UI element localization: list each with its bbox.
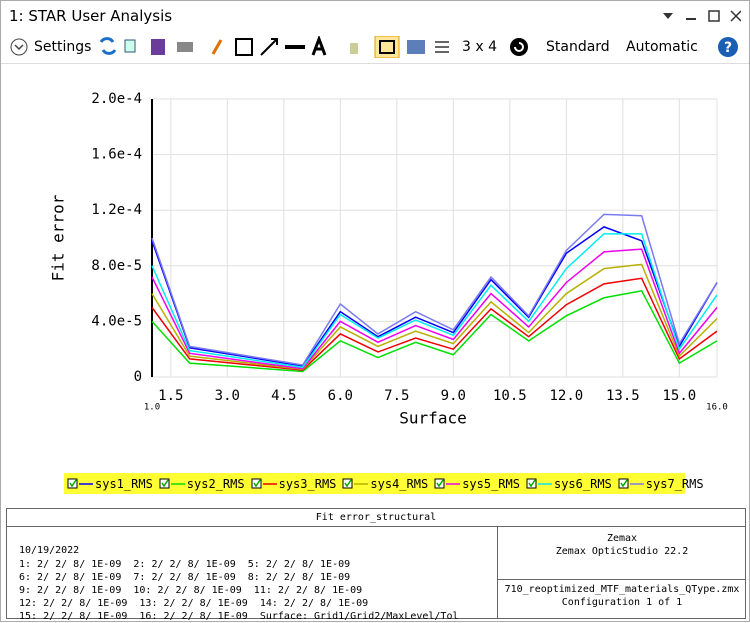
legend-label: sys2_RMS (186, 476, 245, 491)
window-controls[interactable] (661, 9, 741, 23)
checkbox (618, 478, 629, 488)
series-line (151, 277, 718, 371)
checkbox (67, 478, 78, 488)
checkbox (342, 478, 353, 488)
series-line (151, 248, 718, 370)
checkbox (526, 478, 537, 488)
y-tick-label: 0 (134, 369, 142, 385)
y-tick-label: 1.6e-4 (91, 147, 142, 163)
chart: Surface Fit error 0 4.0e-5 8.0e-5 1.2e-4 1.6… (49, 91, 728, 428)
settings-icon[interactable] (9, 37, 29, 57)
legend-label: sys5_RMS (462, 476, 520, 491)
checkbox (159, 478, 170, 488)
info-panel: Fit error_structural 10/19/2022 1: 2/ 2/… (6, 508, 746, 622)
x-tick-label: 1.0 (144, 403, 160, 413)
legend-label: sys6_RMS (553, 476, 612, 491)
x-tick-label: 6.0 (328, 388, 353, 404)
info-line: 6: 2/ 2/ 8/ 1E-09 7: 2/ 2/ 8/ 1E-09 8: 2… (19, 572, 351, 583)
legend-item[interactable]: sys6_RMS (526, 477, 612, 491)
y-tick-label: 2.0e-4 (91, 91, 142, 107)
scale-dropdown[interactable]: Automatic (626, 39, 698, 55)
info-line: 12: 2/ 2/ 8/ 1E-09 13: 2/ 2/ 8/ 1E-09 14… (19, 598, 369, 609)
legend-swatch (342, 478, 369, 488)
legend-item[interactable]: sys7_RMS (618, 477, 704, 491)
info-line: 15: 2/ 2/ 8/ 1E-09 16: 2/ 2/ 8/ 1E-09 Su… (19, 611, 459, 622)
x-tick-label: 10.5 (493, 388, 527, 404)
refresh-icon[interactable] (509, 37, 529, 57)
info-line: 1: 2/ 2/ 8/ 1E-09 2: 2/ 2/ 8/ 1E-09 5: 2… (19, 559, 351, 570)
y-tick-label: 1.2e-4 (91, 202, 142, 218)
help-icon[interactable]: ? (717, 36, 739, 58)
info-lines: 1: 2/ 2/ 8/ 1E-09 2: 2/ 2/ 8/ 1E-09 5: 2… (19, 558, 459, 623)
checkmark (528, 479, 536, 487)
x-tick-label: 3.0 (215, 388, 240, 404)
series-line (151, 213, 718, 366)
series-line (151, 226, 718, 367)
checkmark (620, 479, 628, 487)
x-tick-label: 13.5 (606, 388, 640, 404)
legend-label: sys1_RMS (95, 476, 153, 491)
checkmark (436, 479, 444, 487)
legend-item[interactable]: sys4_RMS (342, 477, 428, 491)
legend-item[interactable]: sys3_RMS (251, 476, 337, 491)
legend-swatch (434, 478, 461, 488)
legend-swatch (67, 478, 93, 488)
legend-item[interactable]: sys5_RMS (434, 477, 520, 491)
series-line (151, 263, 718, 371)
series-line (151, 233, 718, 369)
x-tick-label: 16.0 (706, 403, 728, 413)
legend-swatch (526, 478, 552, 488)
checkbox (434, 478, 445, 488)
info-side: Zemax Zemax OpticStudio 22.2 710_reoptim… (497, 526, 746, 618)
company: Zemax (606, 533, 638, 544)
legend-swatch (159, 478, 185, 488)
info-date: 10/19/2022 (19, 545, 80, 556)
title-bar: 1: STAR User Analysis (1, 1, 749, 31)
x-tick-label: 1.5 (158, 388, 183, 404)
x-tick-label: 15.0 (662, 388, 696, 404)
checkmark (161, 479, 169, 487)
legend-label: sys7_RMS (645, 476, 704, 491)
y-tick-label: 8.0e-5 (91, 258, 142, 274)
settings-button[interactable]: Settings (34, 39, 92, 55)
checkmark (69, 479, 77, 487)
file-block: 710_reoptimized_MTF_materials_QType.zmx … (498, 579, 746, 609)
y-axis-label: Fit error (49, 194, 68, 281)
file-name: 710_reoptimized_MTF_materials_QType.zmx (504, 584, 740, 595)
legend-item[interactable]: sys1_RMS (67, 477, 153, 491)
series-line (151, 289, 718, 373)
x-axis-label: Surface (399, 409, 466, 428)
x-tick-label: 12.0 (549, 388, 583, 404)
legend-swatch (251, 478, 277, 488)
checkbox (251, 478, 262, 488)
legend-label: sys4_RMS (370, 476, 429, 491)
x-tick-label: 7.5 (384, 388, 409, 404)
product: Zemax OpticStudio 22.2 (555, 546, 689, 557)
checkmark (344, 479, 353, 487)
legend-label: sys3_RMS (278, 476, 337, 491)
window-title: 1: STAR User Analysis (9, 7, 173, 25)
legend-item[interactable]: sys2_RMS (159, 477, 245, 491)
x-tick-label: 9.0 (441, 388, 466, 404)
legend: sys1_RMS sys2_RMS sys3_RMS sys4_RMS sys5_RMS… (64, 473, 704, 494)
configuration: Configuration 1 of 1 (561, 597, 683, 608)
toolbar-icons[interactable] (99, 36, 459, 58)
svg-text:?: ? (724, 40, 732, 56)
x-tick-label: 4.5 (271, 388, 296, 404)
info-title: Fit error_structural (7, 509, 745, 527)
info-line: 9: 2/ 2/ 8/ 1E-09 10: 2/ 2/ 8/ 1E-09 11:… (19, 585, 363, 596)
legend-swatch (618, 478, 644, 488)
y-tick-label: 4.0e-5 (91, 313, 142, 329)
toolbar: Settings 3 x 4 Standard Automatic ? (1, 31, 749, 64)
layout-button[interactable]: 3 x 4 (462, 39, 497, 55)
style-dropdown[interactable]: Standard (546, 39, 610, 55)
checkmark (252, 479, 261, 487)
